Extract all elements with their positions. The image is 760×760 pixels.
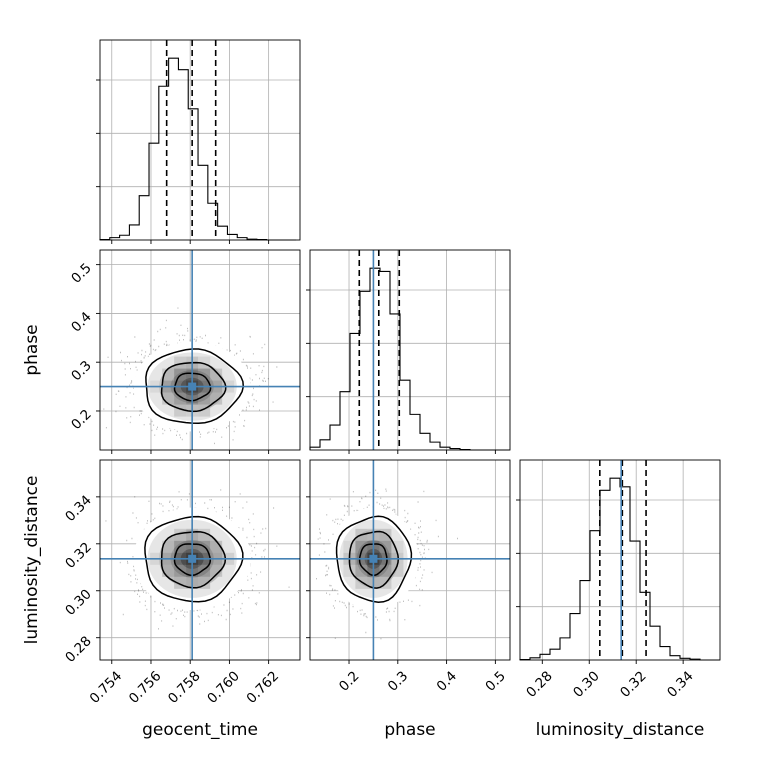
density-cell — [162, 540, 175, 553]
y-axis-label-luminosity_distance: luminosity_distance — [22, 476, 42, 645]
x-tick-label: 0.5 — [482, 668, 509, 695]
injection-marker — [188, 382, 197, 391]
x-tick-label: 0.34 — [664, 668, 697, 701]
density-cell — [355, 540, 368, 553]
x-axis-label-luminosity_distance: luminosity_distance — [536, 720, 705, 740]
hist-luminosity_distance-frame — [519, 459, 721, 661]
y-tick-label: 0.32 — [62, 539, 95, 572]
histogram-phase — [309, 267, 510, 451]
x-tick-label: 0.3 — [385, 668, 412, 695]
scatter-geocent_time-phase-frame — [99, 249, 301, 451]
hist-phase-frame — [309, 249, 511, 451]
density-cell — [379, 528, 392, 541]
y-axis-label-phase: phase — [22, 324, 42, 375]
injection-marker — [369, 554, 378, 563]
histogram-luminosity_distance — [519, 477, 720, 661]
density-cell — [391, 564, 404, 577]
density-cell — [379, 564, 392, 577]
x-tick-label: 0.762 — [243, 668, 282, 707]
scatter-phase-luminosity_distance-frame — [309, 459, 511, 661]
x-tick-label: 0.4 — [434, 668, 461, 695]
y-tick-label: 0.28 — [62, 633, 95, 666]
x-tick-label: 0.32 — [617, 668, 650, 701]
y-tick-label: 0.4 — [68, 309, 95, 336]
density-cell — [210, 392, 223, 405]
density-cell — [198, 368, 211, 381]
hist-geocent_time-frame — [99, 39, 301, 241]
y-tick-label: 0.2 — [68, 406, 95, 433]
injection-marker — [188, 554, 197, 563]
x-tick-label: 0.28 — [523, 668, 556, 701]
density-cell — [198, 392, 211, 405]
scatter-geocent_time-luminosity_distance-frame — [99, 459, 301, 661]
density-cell — [210, 368, 223, 381]
density-cell — [210, 564, 223, 577]
y-tick-label: 0.3 — [68, 358, 95, 385]
x-axis-label-phase: phase — [384, 720, 435, 740]
histogram-geocent_time — [99, 57, 297, 241]
density-cell — [174, 392, 187, 405]
density-cell — [174, 528, 187, 541]
x-tick-label: 0.30 — [570, 668, 603, 701]
x-axis-label-geocent_time: geocent_time — [142, 720, 258, 740]
x-tick-label: 0.754 — [87, 668, 126, 707]
x-tick-label: 0.758 — [165, 668, 204, 707]
x-tick-label: 0.760 — [204, 668, 243, 707]
y-tick-label: 0.34 — [62, 492, 95, 525]
x-tick-label: 0.2 — [336, 668, 363, 695]
y-tick-label: 0.5 — [68, 260, 95, 287]
density-cell — [174, 356, 187, 369]
x-tick-label: 0.756 — [126, 668, 165, 707]
scatter-panel-geocent_time-luminosity_distance — [100, 460, 300, 660]
scatter-panel-phase-luminosity_distance — [310, 460, 510, 660]
y-tick-label: 0.30 — [62, 586, 95, 619]
density-cell — [379, 540, 392, 553]
density-cell — [355, 564, 368, 577]
scatter-panel-geocent_time-phase — [100, 250, 300, 450]
